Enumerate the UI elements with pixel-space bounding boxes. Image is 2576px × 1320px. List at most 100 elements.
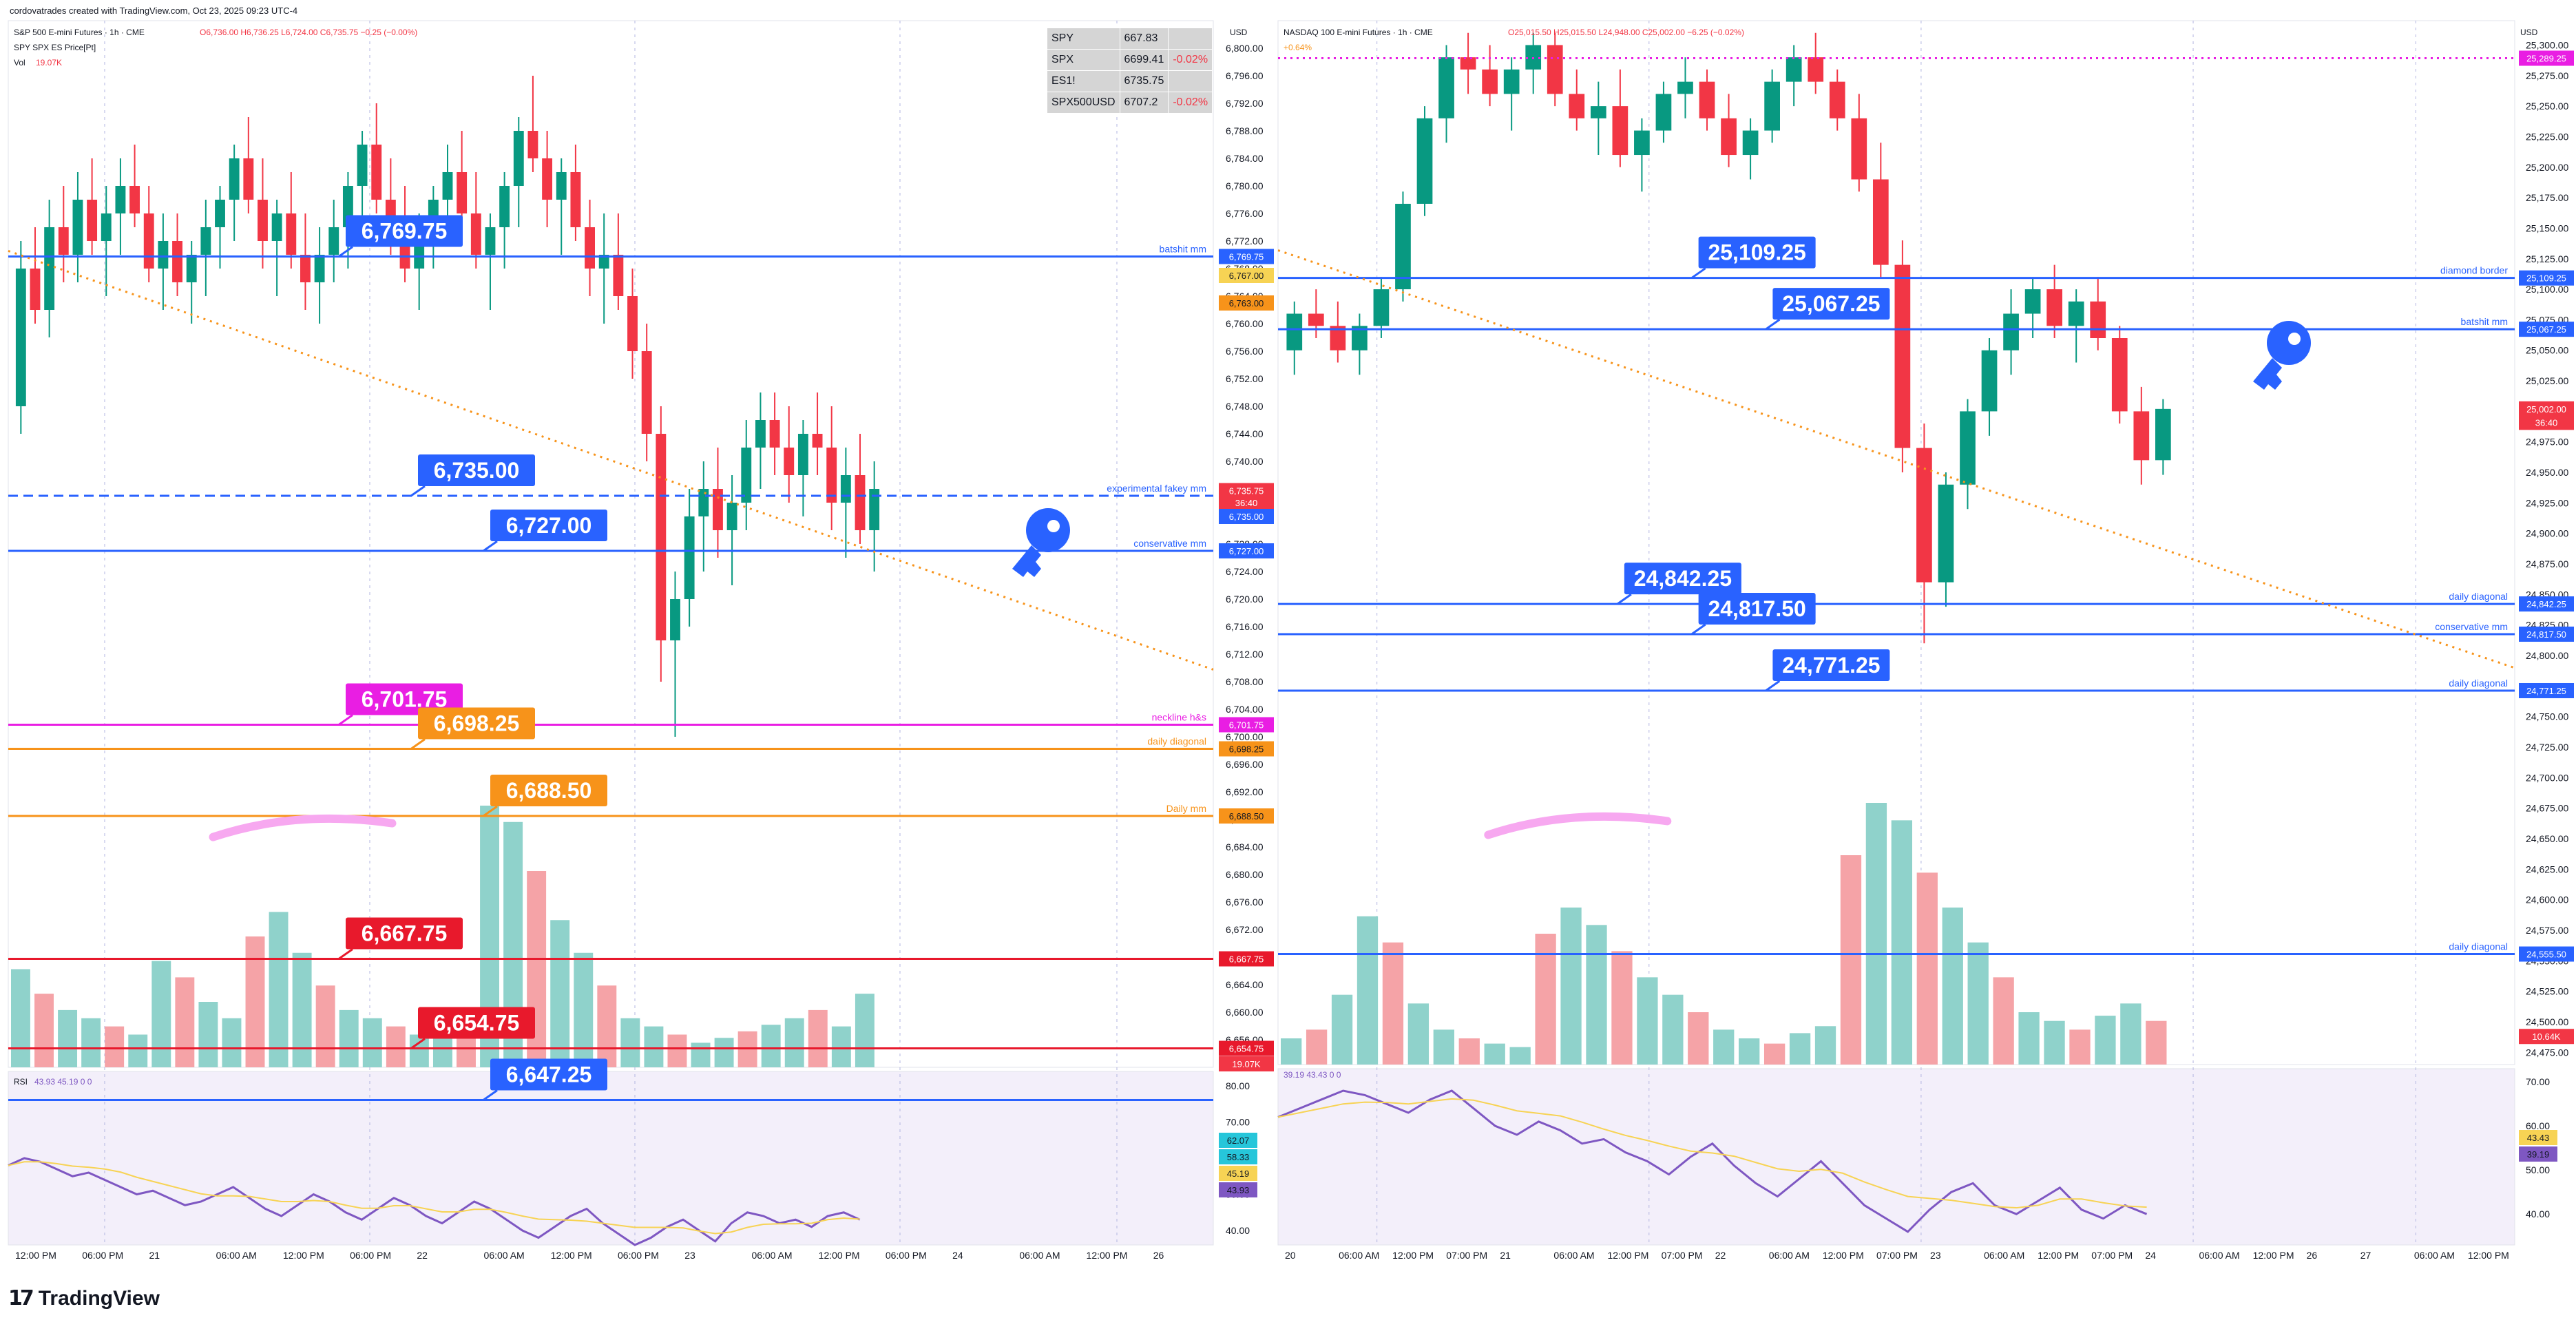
- left-price-badge: [1219, 741, 1274, 757]
- right-level-callout-text: 24,817.50: [1708, 596, 1805, 621]
- right-price-tick: 24,900.00: [2526, 528, 2568, 539]
- left-price-tick: 6,756.00: [1226, 346, 1264, 357]
- left-volume-bar: [620, 1018, 640, 1067]
- left-rsi-badge: [1219, 1133, 1257, 1148]
- right-chart-title: NASDAQ 100 E-mini Futures · 1h · CME: [1284, 28, 1433, 37]
- watchlist-table[interactable]: SPY 667.83 SPX 6699.41 -0.02% ES1! 6735.75 S…: [1047, 28, 1213, 114]
- left-volume-bar: [315, 985, 335, 1067]
- left-price-tick: 6,704.00: [1226, 704, 1264, 715]
- left-level-callout-text: 6,769.75: [362, 219, 448, 244]
- right-price-tick: 25,175.00: [2526, 192, 2568, 203]
- left-level-callout: [346, 215, 463, 247]
- right-time-label: 06:00 AM: [1553, 1250, 1594, 1261]
- left-volume-bar: [81, 1018, 101, 1067]
- right-candle-body: [2155, 408, 2171, 461]
- key-icon-hole: [2288, 333, 2301, 345]
- key-icon-shaft: [2253, 358, 2282, 390]
- right-time-label: 12:00 PM: [2468, 1250, 2509, 1261]
- left-time-label: 21: [149, 1250, 160, 1261]
- left-volume-bar: [714, 1038, 734, 1067]
- left-level-name: conservative mm: [1133, 538, 1206, 549]
- left-chart-compare: SPY SPX ES Price[Pt]: [14, 43, 96, 52]
- left-rsi-badge: [1219, 1166, 1257, 1181]
- left-candle-body: [598, 255, 609, 269]
- left-price-tick: 6,784.00: [1226, 153, 1264, 164]
- left-price-tick: 6,660.00: [1226, 1007, 1264, 1018]
- watchlist-symbol: SPX: [1047, 49, 1120, 71]
- left-time-label: 12:00 PM: [283, 1250, 324, 1261]
- left-price-tick: 6,716.00: [1226, 621, 1264, 632]
- right-level-callout-text: 24,842.25: [1634, 566, 1732, 591]
- right-candle-body: [1960, 411, 1976, 485]
- left-level-callout-text: 6,735.00: [434, 458, 520, 483]
- right-price-badge-text: 25,289.25: [2526, 54, 2566, 64]
- right-level-callout: [1698, 592, 1816, 625]
- left-candle-body: [784, 448, 795, 475]
- left-price-tick: 6,664.00: [1226, 979, 1264, 990]
- right-rsi-tick: 50.00: [2526, 1164, 2550, 1175]
- watchlist-row[interactable]: SPX 6699.41 -0.02%: [1047, 49, 1213, 71]
- left-level-callout: [346, 683, 463, 715]
- right-price-tick: 24,975.00: [2526, 437, 2568, 448]
- left-volume-bar: [597, 985, 617, 1067]
- right-volume-bar: [1993, 977, 2014, 1065]
- right-time-label: 12:00 PM: [1608, 1250, 1649, 1261]
- left-price-badge-text: 6,698.25: [1229, 744, 1264, 755]
- left-price-tick: 6,672.00: [1226, 924, 1264, 935]
- right-rsi-badge-text: 43.43: [2527, 1133, 2550, 1143]
- right-volume-bar: [1281, 1038, 1302, 1065]
- right-price-badge: [2519, 946, 2574, 962]
- left-level-name: neckline h&s: [1152, 712, 1206, 723]
- right-rsi-tick: 40.00: [2526, 1208, 2550, 1219]
- right-pane[interactable]: 25,300.00 25,275.00 25,250.00 25,225.00 25,2…: [1277, 20, 2574, 1261]
- left-level-callout: [490, 510, 607, 541]
- left-volume-bar: [58, 1009, 78, 1067]
- right-price-badge-text: 10.64K: [2532, 1031, 2561, 1042]
- watchlist-row[interactable]: SPX500USD 6707.2 -0.02%: [1047, 92, 1213, 114]
- right-time-label: 07:00 PM: [1662, 1250, 1703, 1261]
- right-rsi-tick: 70.00: [2526, 1076, 2550, 1087]
- right-price-badge-text: 25,002.00: [2526, 404, 2566, 415]
- right-candle-body: [1373, 289, 1390, 326]
- left-candle-body: [243, 158, 254, 200]
- left-candle-body: [158, 241, 169, 269]
- left-volume-bar: [11, 969, 30, 1067]
- left-level-callout: [490, 1058, 607, 1091]
- right-callout-pointer: [1765, 318, 1781, 331]
- right-rsi-tick: 60.00: [2526, 1120, 2550, 1131]
- left-rsi-values: 43.93 45.19 0 0: [34, 1077, 92, 1087]
- right-candle-body: [1395, 203, 1411, 290]
- left-candle-body: [869, 489, 880, 530]
- left-rsi-ma-line: [8, 1161, 860, 1235]
- left-pane[interactable]: 6,800.00 6,796.00 6,792.00 6,788.00 6,784.00…: [8, 20, 1274, 1261]
- left-price-badge: [1219, 495, 1274, 510]
- right-key-icon: [2253, 321, 2311, 390]
- left-price-badge: [1219, 717, 1274, 733]
- left-price-badge-text: 6,701.75: [1229, 720, 1264, 731]
- left-volume-bar: [269, 912, 289, 1067]
- left-candle-body: [840, 475, 851, 503]
- left-candle-body: [499, 186, 510, 227]
- right-price-tick: 24,625.00: [2526, 863, 2568, 874]
- left-level-callout: [418, 454, 535, 486]
- watchlist-change: -0.02%: [1168, 92, 1213, 114]
- left-candle-body: [670, 599, 680, 640]
- right-volume-bar: [1739, 1038, 1760, 1065]
- right-candle-body: [1872, 179, 1889, 265]
- right-volume-bar: [1509, 1047, 1531, 1065]
- left-callout-pointer: [338, 246, 353, 258]
- right-price-tick: 24,575.00: [2526, 925, 2568, 936]
- right-candle-body: [1330, 326, 1346, 350]
- right-candle-body: [1808, 57, 1824, 82]
- watchlist-row[interactable]: SPY 667.83: [1047, 28, 1213, 50]
- left-candle-body: [442, 172, 453, 200]
- left-volume-value: 19.07K: [36, 58, 63, 67]
- left-callout-pointer: [483, 540, 498, 552]
- left-price-badge: [1219, 543, 1274, 558]
- left-volume-bar: [831, 1026, 851, 1067]
- left-candle-body: [726, 503, 737, 530]
- watchlist-row[interactable]: ES1! 6735.75: [1047, 70, 1213, 92]
- right-time-label: 07:00 PM: [1446, 1250, 1487, 1261]
- right-candle-body: [2046, 289, 2063, 326]
